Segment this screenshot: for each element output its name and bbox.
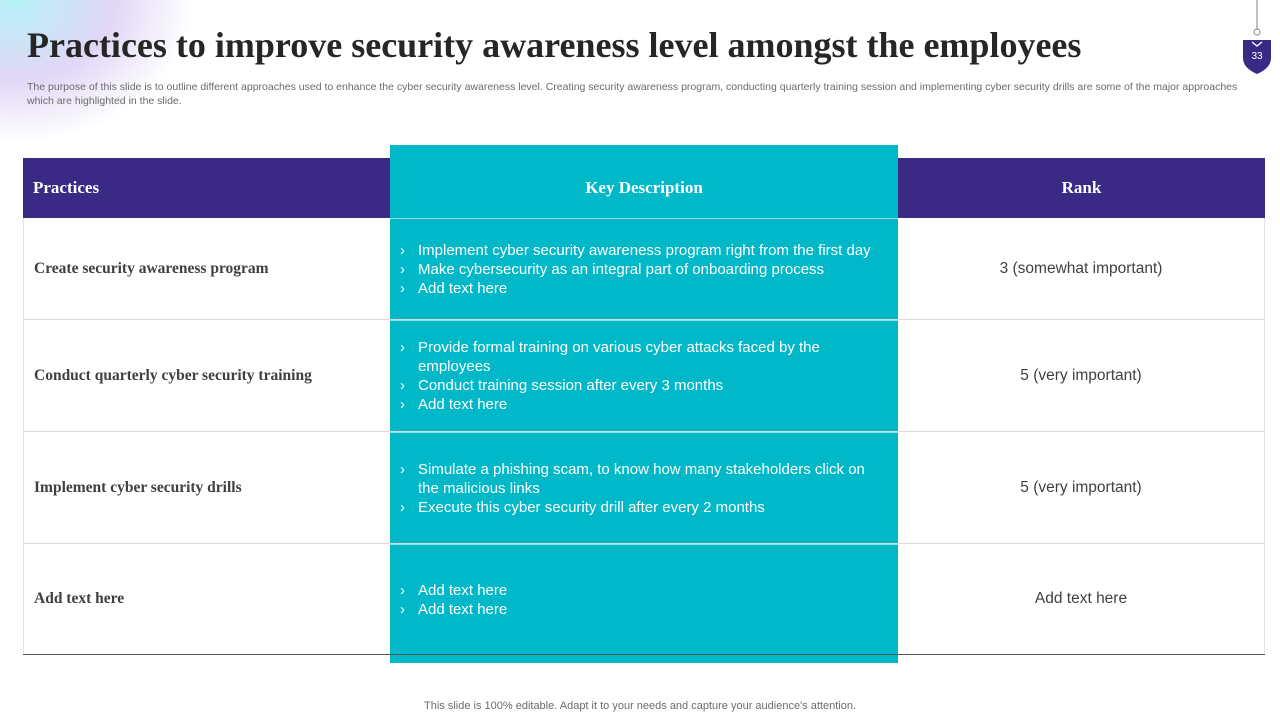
bullet-list: › Provide formal training on various cybe… [400, 338, 878, 414]
table-row: Add text here › Add text here › Add text h… [23, 544, 1265, 655]
chevron-right-icon: › [400, 241, 405, 259]
header-key-description: Key Description [585, 178, 703, 197]
slide-title: Practices to improve security awareness … [27, 25, 1082, 65]
bullet-text: Execute this cyber security drill after … [418, 498, 765, 516]
table-row: Conduct quarterly cyber security trainin… [23, 320, 1265, 432]
chevron-right-icon: › [400, 339, 405, 356]
bullet-list: › Implement cyber security awareness prog… [400, 241, 878, 298]
shield-badge-icon [1243, 0, 1271, 74]
bullet-text: Simulate a phishing scam, to know how ma… [418, 460, 865, 497]
chevron-right-icon: › [400, 260, 405, 278]
list-item: › Simulate a phishing scam, to know how m… [400, 460, 878, 498]
list-item: › Make cybersecurity as an integral part … [400, 260, 878, 279]
table-header-row: Practices Key Description Rank [23, 158, 1265, 218]
corner-gradient-decoration [0, 0, 190, 140]
practice-cell: Add text here [23, 544, 390, 654]
bullet-text: Add text here [418, 396, 508, 413]
table-row: Create security awareness program › Imple… [23, 218, 1265, 320]
header-rank: Rank [898, 158, 1265, 218]
slide-subtitle: The purpose of this slide is to outline … [27, 81, 1238, 107]
chevron-right-icon: › [400, 279, 405, 297]
bullet-text: Make cybersecurity as an integral part o… [418, 260, 825, 278]
rank-cell: 3 (somewhat important) [898, 218, 1265, 319]
bullet-list: › Simulate a phishing scam, to know how m… [400, 460, 878, 517]
table-row: Implement cyber security drills › Simulat… [23, 432, 1265, 544]
bullet-text: Add text here [418, 279, 508, 297]
rank-cell: Add text here [898, 544, 1265, 654]
slide-footer: This slide is 100% editable. Adapt it to… [424, 700, 856, 712]
bullet-text: Conduct training session after every 3 m… [418, 377, 724, 394]
list-item: › Execute this cyber security drill after… [400, 498, 878, 517]
bullet-list: › Add text here › Add text here [400, 581, 878, 619]
bullet-text: Provide formal training on various cyber… [418, 339, 820, 375]
description-cell: › Provide formal training on various cybe… [390, 320, 898, 431]
list-item: › Conduct training session after every 3 … [400, 376, 878, 395]
description-cell: › Simulate a phishing scam, to know how m… [390, 432, 898, 543]
description-column-background [390, 145, 898, 663]
page-number: 33 [1251, 51, 1263, 62]
chevron-right-icon: › [400, 396, 405, 413]
chevron-right-icon: › [400, 600, 405, 618]
chevron-right-icon: › [400, 377, 405, 394]
rank-cell: 5 (very important) [898, 320, 1265, 431]
practice-cell: Implement cyber security drills [23, 432, 390, 543]
list-item: › Implement cyber security awareness prog… [400, 241, 878, 260]
practices-table: Practices Key Description Rank Create se… [23, 158, 1265, 655]
header-practices: Practices [23, 158, 390, 218]
practice-cell: Conduct quarterly cyber security trainin… [23, 320, 390, 431]
list-item: › Add text here [400, 395, 878, 414]
list-item: › Add text here [400, 600, 878, 619]
description-cell: › Implement cyber security awareness prog… [390, 218, 898, 319]
list-item: › Add text here [400, 279, 878, 298]
practice-cell: Create security awareness program [23, 218, 390, 319]
description-cell: › Add text here › Add text here [390, 544, 898, 654]
chevron-right-icon: › [400, 498, 405, 516]
chevron-right-icon: › [400, 581, 405, 599]
list-item: › Provide formal training on various cybe… [400, 338, 878, 376]
bullet-text: Implement cyber security awareness progr… [418, 241, 871, 259]
bullet-text: Add text here [418, 581, 508, 599]
bullet-text: Add text here [418, 600, 508, 618]
page-badge: 33 [1238, 0, 1276, 76]
rank-cell: 5 (very important) [898, 432, 1265, 543]
chevron-right-icon: › [400, 460, 405, 478]
list-item: › Add text here [400, 581, 878, 600]
